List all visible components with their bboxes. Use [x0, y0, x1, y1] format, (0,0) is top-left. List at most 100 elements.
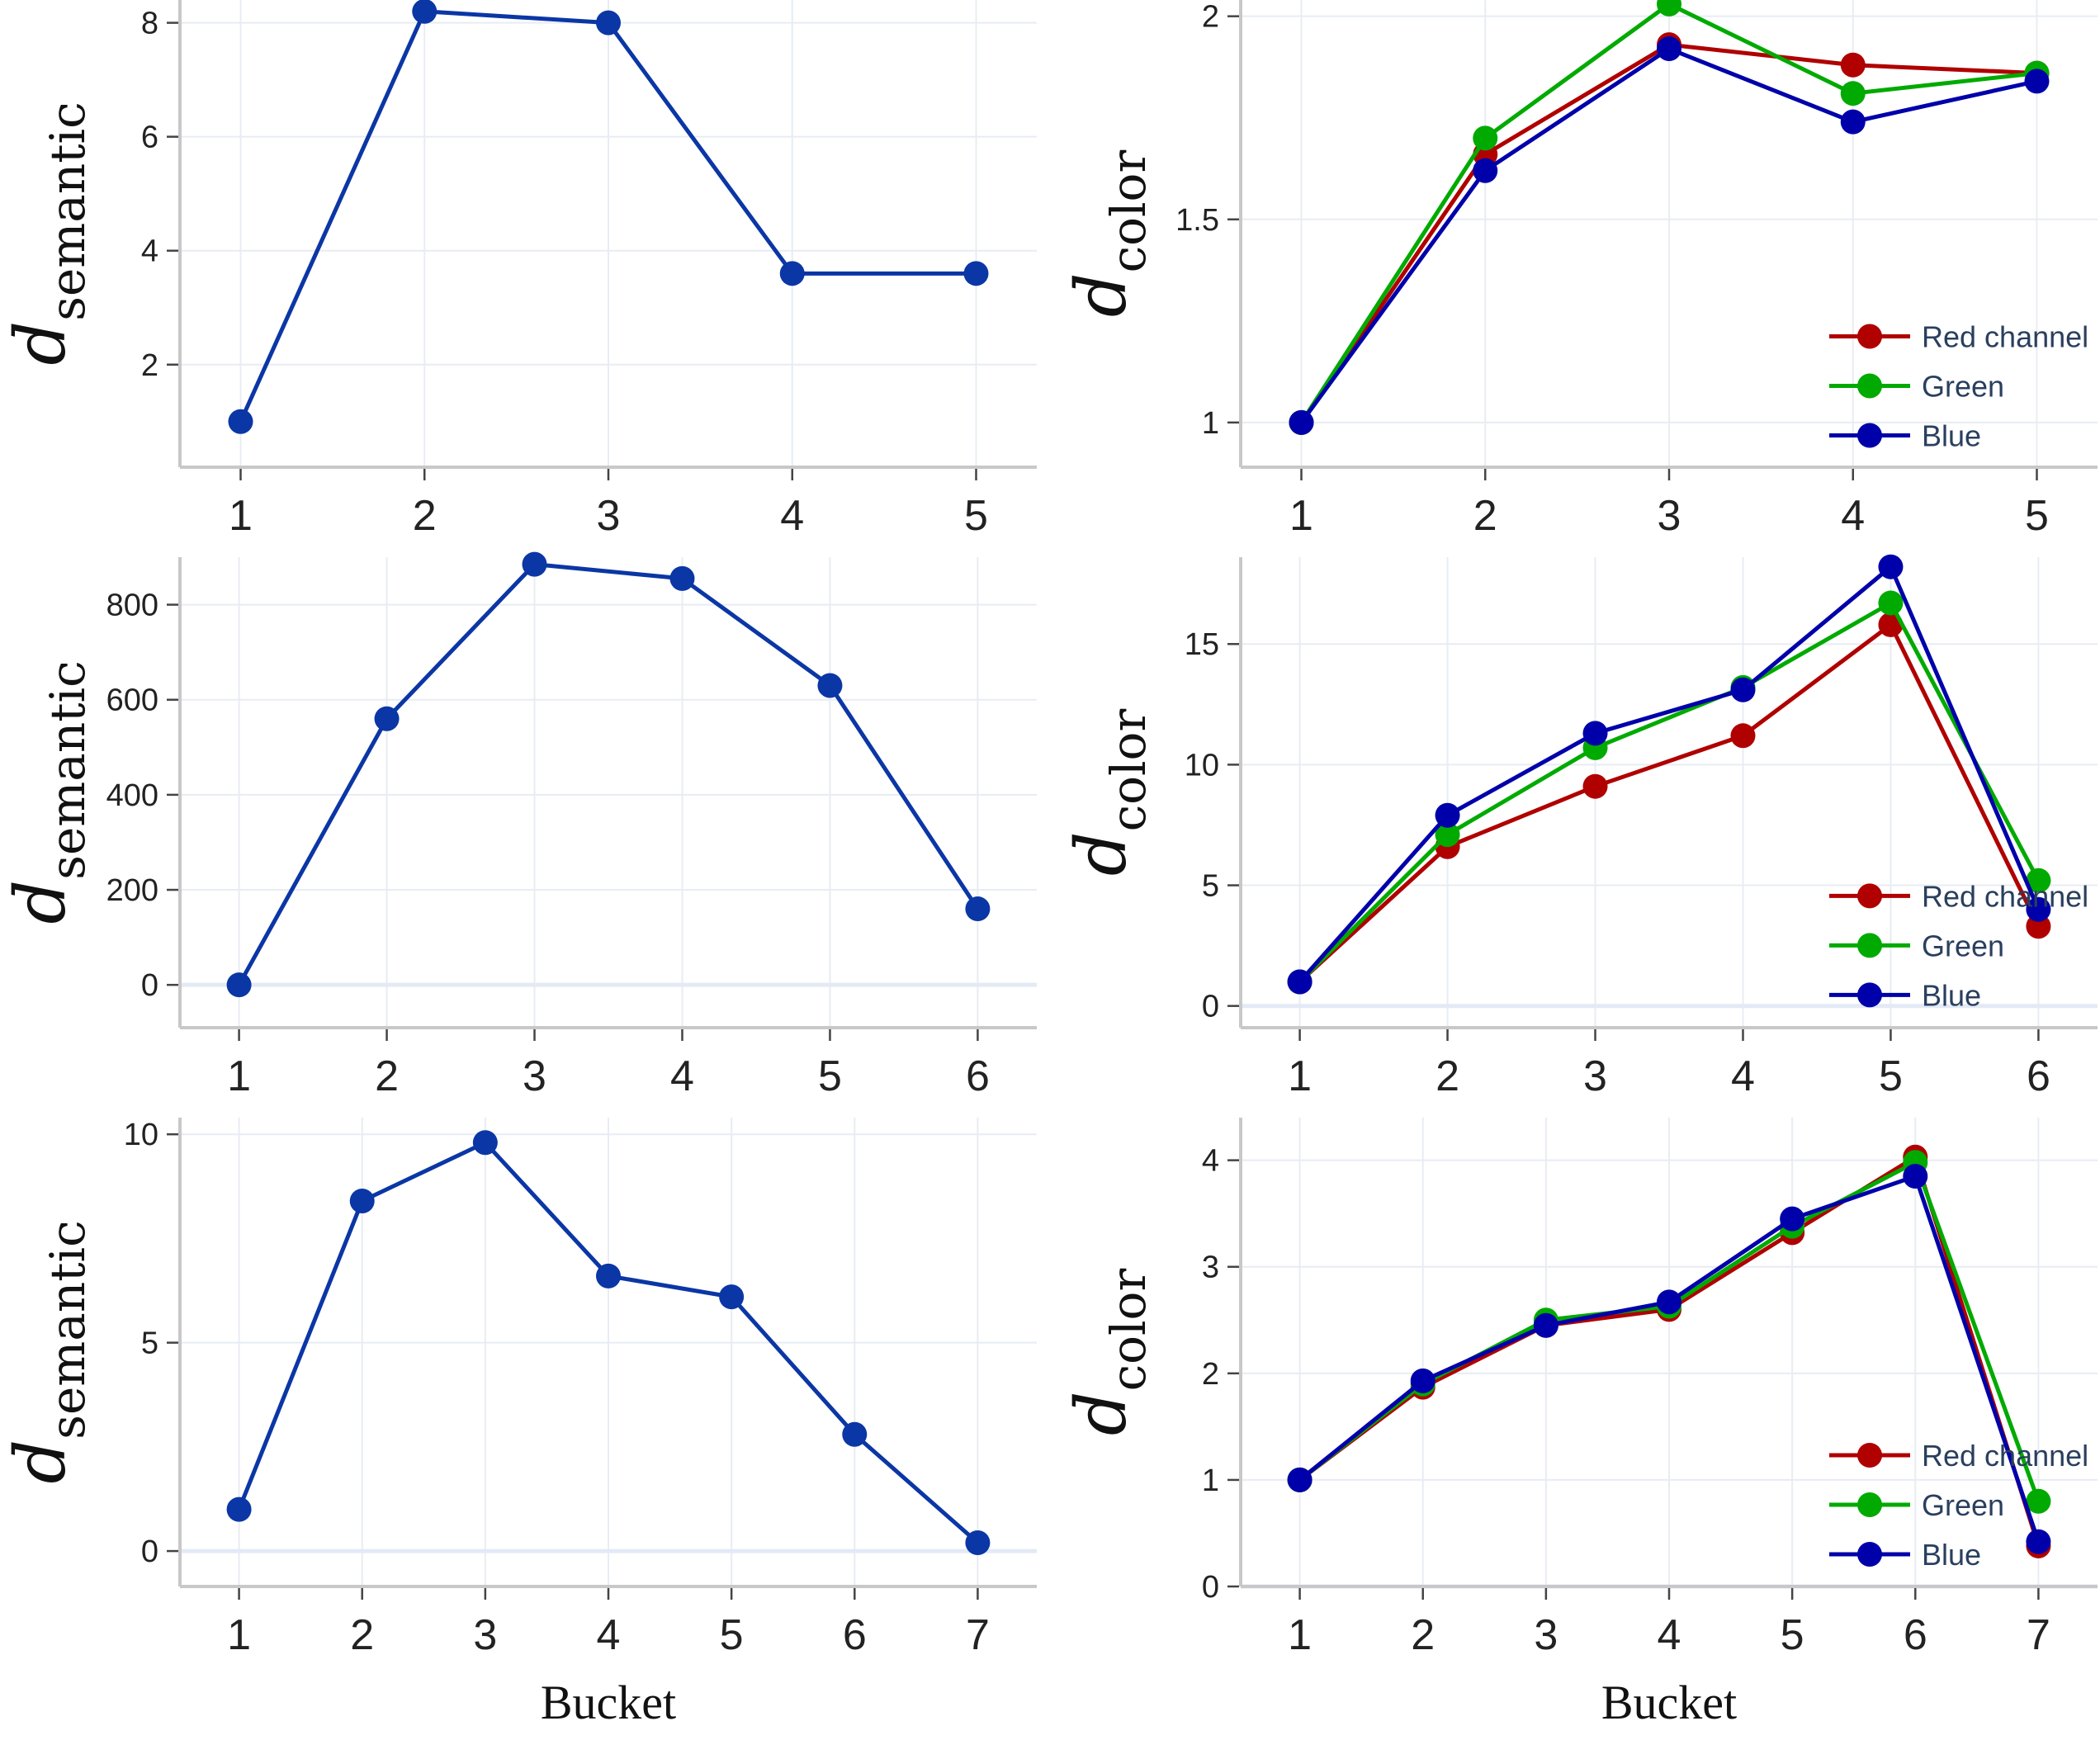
y-axis-label: dsemantic: [0, 660, 96, 924]
data-point: [472, 1130, 498, 1156]
data-point: [2026, 1529, 2051, 1554]
y-axis-label: dcolor: [1061, 1269, 1156, 1436]
x-tick-label: 3: [523, 1052, 546, 1100]
y-tick-label: 5: [1202, 869, 1219, 904]
y-tick-label: 8: [141, 7, 158, 41]
y-tick-label: 0: [1202, 990, 1219, 1024]
x-tick-label: 1: [1289, 492, 1313, 540]
x-tick-label: 7: [2027, 1611, 2050, 1659]
x-tick-label: 7: [966, 1611, 990, 1659]
y-tick-label: 3: [1202, 1251, 1219, 1285]
data-point: [1657, 1289, 1681, 1315]
data-point: [1287, 1467, 1312, 1492]
data-point: [1410, 1368, 1435, 1393]
x-tick-label: 3: [597, 492, 621, 540]
data-point: [226, 972, 252, 998]
x-tick-label: 1: [229, 492, 253, 540]
data-point: [817, 673, 843, 698]
x-tick-label: 1: [227, 1611, 251, 1659]
data-point: [374, 706, 400, 731]
y-tick-label: 15: [1185, 627, 1219, 662]
data-point: [1730, 677, 1756, 702]
data-point: [1657, 0, 1681, 17]
data-point: [842, 1421, 868, 1447]
y-tick-label: 0: [141, 968, 158, 1003]
data-point: [1903, 1164, 1928, 1189]
data-point: [1435, 822, 1460, 848]
x-tick-label: 4: [597, 1611, 621, 1659]
chart-panel-top-right: 1 2 3 4 5 1 1.5 2 dcolor Red channel Green Blue: [1061, 0, 2098, 540]
y-axis-label: dcolor: [1061, 709, 1156, 877]
y-tick-label: 0: [1202, 1570, 1219, 1605]
y-tick-label: 2: [1202, 1357, 1219, 1392]
data-point: [1840, 52, 1866, 78]
data-point: [2024, 69, 2050, 94]
data-point: [963, 261, 989, 286]
legend-label: Blue: [1922, 419, 1981, 453]
x-tick-label: 5: [720, 1611, 744, 1659]
x-tick-label: 2: [1473, 492, 1497, 540]
legend: Red channel Green Blue: [1829, 879, 2088, 1012]
x-tick-label: 1: [1288, 1052, 1312, 1100]
x-tick-label: 1: [1288, 1611, 1312, 1659]
data-point: [965, 896, 991, 922]
legend-label: Red channel: [1922, 1439, 2088, 1473]
y-tick-label: 400: [106, 778, 158, 813]
series-line-semantic: [237, 562, 980, 986]
data-point: [1287, 969, 1312, 995]
series-line-blue: [1298, 565, 2041, 984]
y-tick-label: 800: [106, 589, 158, 623]
legend: Red channel Green Blue: [1829, 1439, 2088, 1572]
legend-swatch-marker: [1857, 423, 1882, 448]
data-point: [1473, 158, 1498, 183]
data-point: [1878, 590, 1904, 616]
y-tick-label: 600: [106, 683, 158, 718]
x-tick-label: 4: [780, 492, 804, 540]
x-axis-label: Bucket: [541, 1676, 676, 1729]
data-point: [1780, 1206, 1805, 1232]
data-point: [596, 10, 621, 35]
x-tick-label: 6: [2027, 1052, 2050, 1100]
y-tick-label: 1: [1202, 1463, 1219, 1498]
legend-label: Blue: [1922, 1538, 1981, 1572]
legend-swatch-marker: [1857, 982, 1882, 1008]
legend-swatch-marker: [1857, 1492, 1882, 1517]
y-tick-label: 0: [141, 1534, 158, 1569]
x-tick-label: 6: [1904, 1611, 1927, 1659]
data-point: [1582, 721, 1608, 746]
x-tick-label: 3: [473, 1611, 497, 1659]
x-tick-label: 3: [1658, 492, 1681, 540]
y-axis-label: dsemantic: [0, 102, 96, 365]
series-line-red-channel: [1298, 622, 2041, 984]
x-tick-label: 4: [670, 1052, 694, 1100]
y-tick-label: 2: [141, 348, 158, 383]
legend-label: Green: [1922, 370, 2004, 404]
data-point: [2026, 896, 2051, 922]
x-tick-label: 4: [1731, 1052, 1755, 1100]
data-point: [1657, 36, 1681, 62]
y-tick-label: 10: [1185, 748, 1219, 783]
data-point: [2026, 868, 2051, 893]
y-tick-label: 2: [1202, 0, 1219, 35]
legend-swatch-marker: [1857, 1442, 1882, 1468]
data-point: [1473, 125, 1498, 151]
legend-swatch-marker: [1857, 373, 1882, 399]
x-tick-label: 4: [1841, 492, 1865, 540]
x-tick-label: 2: [375, 1052, 399, 1100]
x-tick-label: 4: [1658, 1611, 1681, 1659]
x-tick-label: 2: [350, 1611, 374, 1659]
data-point: [965, 1530, 991, 1555]
x-axis-label: Bucket: [1601, 1676, 1737, 1729]
y-tick-label: 10: [124, 1118, 158, 1152]
data-point: [1582, 773, 1608, 799]
data-point: [779, 261, 805, 286]
x-tick-label: 6: [843, 1611, 867, 1659]
data-point: [228, 409, 253, 434]
chart-panel-bottom-right: 1 2 3 4 5 6 7 0 1 2 3 4 dcolor Bucket Red channel Green…: [1061, 1118, 2098, 1729]
y-axis-label: dsemantic: [0, 1220, 96, 1483]
data-point: [1435, 802, 1460, 828]
x-tick-label: 5: [964, 492, 988, 540]
y-tick-label: 6: [141, 121, 158, 155]
chart-panel-top-left: 1 2 3 4 5 2 4 6 8 dsemantic: [0, 0, 1037, 540]
